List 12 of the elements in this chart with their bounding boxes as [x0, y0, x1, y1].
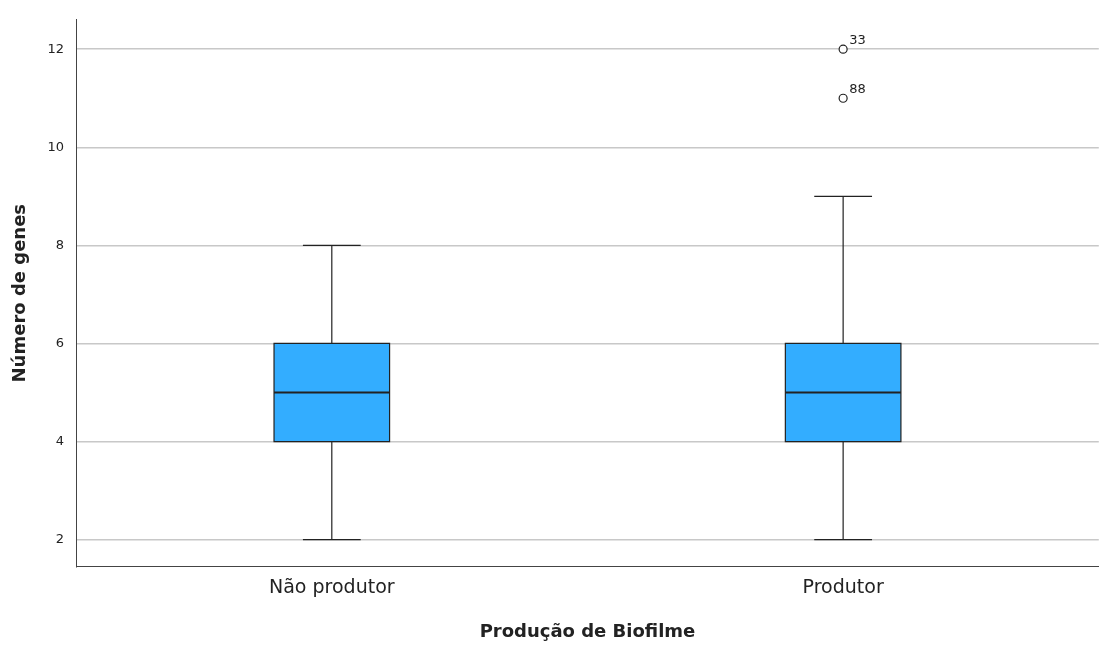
annotation: 33	[849, 32, 866, 48]
y-tick-label: 6	[55, 334, 65, 350]
annotation: 88	[849, 81, 866, 97]
x-tick-label: Produtor	[802, 574, 884, 597]
y-tick-label: 2	[55, 531, 65, 546]
x-axis-title: Produção de Biofilme	[479, 619, 696, 641]
y-tick-label: 4	[55, 432, 65, 448]
y-tick-label: 10	[47, 138, 65, 154]
y-tick-label: 8	[55, 236, 65, 252]
y-tick-label: 12	[47, 40, 65, 56]
y-axis-title: Número de genes	[8, 203, 30, 383]
x-tick-label: Não produtor	[269, 574, 395, 597]
